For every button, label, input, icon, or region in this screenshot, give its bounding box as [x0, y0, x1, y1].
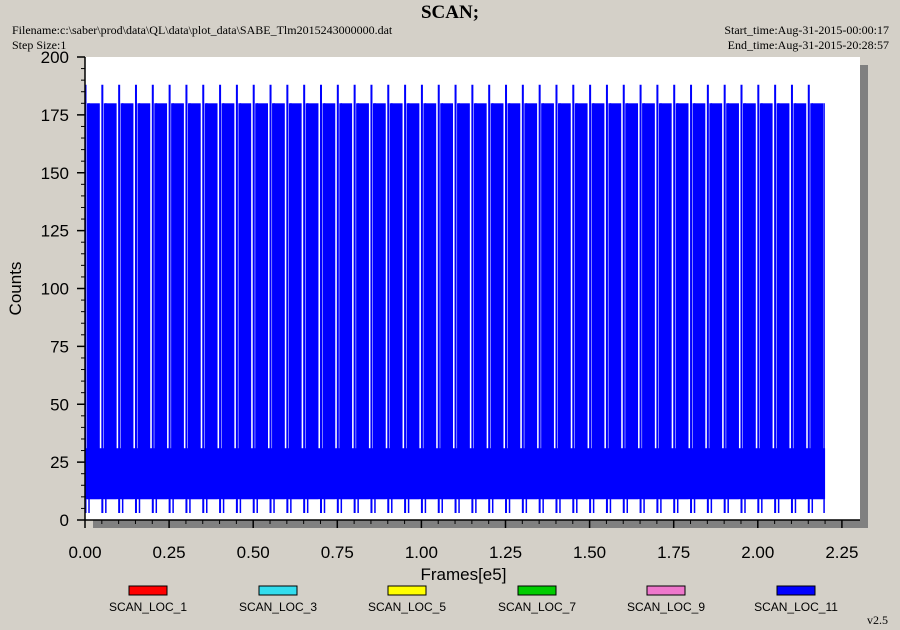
scan-block [339, 103, 353, 500]
scan-block [709, 103, 723, 500]
scan-block [406, 103, 420, 500]
legend-swatch [387, 585, 427, 596]
legend-swatch [517, 585, 557, 596]
scan-block [759, 103, 773, 500]
x-tick-label: 0.50 [237, 543, 270, 562]
y-tick-label: 25 [50, 453, 69, 472]
scan-block [288, 103, 302, 500]
legend-label: SCAN_LOC_1 [109, 600, 187, 614]
y-tick-label: 200 [41, 48, 69, 67]
scan-block [507, 103, 521, 500]
scan-block [490, 103, 504, 500]
scan-block [524, 103, 538, 500]
x-tick-label: 0.75 [321, 543, 354, 562]
legend-label: SCAN_LOC_9 [627, 600, 705, 614]
y-axis-label: Counts [6, 262, 25, 316]
scan-block [557, 103, 571, 500]
end-time-label: End_time:Aug-31-2015-20:28:57 [727, 38, 889, 52]
scan-block [272, 103, 285, 500]
scan-block [322, 103, 336, 500]
scan-block [137, 103, 151, 500]
legend: SCAN_LOC_1 SCAN_LOC_3 SCAN_LOC_5 SCAN_LOC_7… [109, 585, 838, 614]
filename-label: Filename:c:\saber\prod\data\QL\data\plot… [12, 23, 393, 37]
scan-block [776, 103, 790, 500]
y-tick-label: 50 [50, 395, 69, 414]
legend-label: SCAN_LOC_3 [239, 600, 317, 614]
legend-label: SCAN_LOC_7 [498, 600, 576, 614]
scan-block [591, 103, 605, 500]
scan-block [372, 103, 386, 500]
scan-block [608, 103, 622, 500]
scan-block [87, 103, 100, 500]
start-time-label: Start_time:Aug-31-2015-00:00:17 [724, 23, 889, 37]
y-tick-label: 0 [60, 511, 69, 530]
scan-block [642, 103, 655, 500]
x-tick-label: 1.75 [657, 543, 690, 562]
scan-block [541, 103, 554, 500]
y-tick-label: 125 [41, 222, 69, 241]
step-size-label: Step Size:1 [12, 38, 67, 52]
x-tick-label: 2.25 [825, 543, 858, 562]
y-tick-label: 100 [41, 280, 69, 299]
legend-label: SCAN_LOC_11 [754, 600, 838, 614]
legend-swatch [776, 585, 816, 596]
x-axis-label: Frames[e5] [420, 565, 506, 584]
scan-block [457, 103, 470, 500]
x-tick-label: 0.25 [153, 543, 186, 562]
legend-swatch [646, 585, 686, 596]
x-tick-label: 1.25 [489, 543, 522, 562]
scan-block [810, 103, 824, 500]
scan-block [255, 103, 269, 500]
x-tick-label: 1.00 [405, 543, 438, 562]
scan-block [473, 103, 487, 500]
legend-swatch [258, 585, 298, 596]
scan-block [221, 103, 235, 500]
scan-block [120, 103, 134, 500]
scan-block [625, 103, 639, 500]
chart-title: SCAN; [420, 2, 480, 23]
y-tick-label: 150 [41, 164, 69, 183]
scan-block [103, 103, 117, 500]
scan-block [204, 103, 218, 500]
x-tick-label: 2.00 [741, 543, 774, 562]
scan-block [238, 103, 252, 500]
scan-block [574, 103, 588, 500]
scan-block [187, 103, 201, 500]
scan-block [793, 103, 807, 500]
y-tick-label: 175 [41, 106, 69, 125]
scan-block [423, 103, 437, 500]
data-layer [84, 84, 826, 514]
legend-swatch [128, 585, 168, 596]
version-label: v2.5 [867, 613, 888, 627]
scan-block [171, 103, 184, 500]
scan-block [742, 103, 756, 500]
scan-block [658, 103, 672, 500]
x-tick-label: 1.50 [573, 543, 606, 562]
y-tick-label: 75 [50, 337, 69, 356]
scan-block [389, 103, 403, 500]
axes-layer: 0 25 50 75 100 125 150 175 200 0.00 0.25 0.50 0.75 1.… [41, 48, 860, 562]
legend-label: SCAN_LOC_5 [368, 600, 446, 614]
scan-block [440, 103, 454, 500]
scan-block [692, 103, 706, 500]
scan-block [154, 103, 168, 500]
scan-block [305, 103, 319, 500]
x-tick-label: 0.00 [68, 543, 101, 562]
scan-block [356, 103, 369, 500]
scan-block [675, 103, 689, 500]
scan-block [726, 103, 739, 500]
